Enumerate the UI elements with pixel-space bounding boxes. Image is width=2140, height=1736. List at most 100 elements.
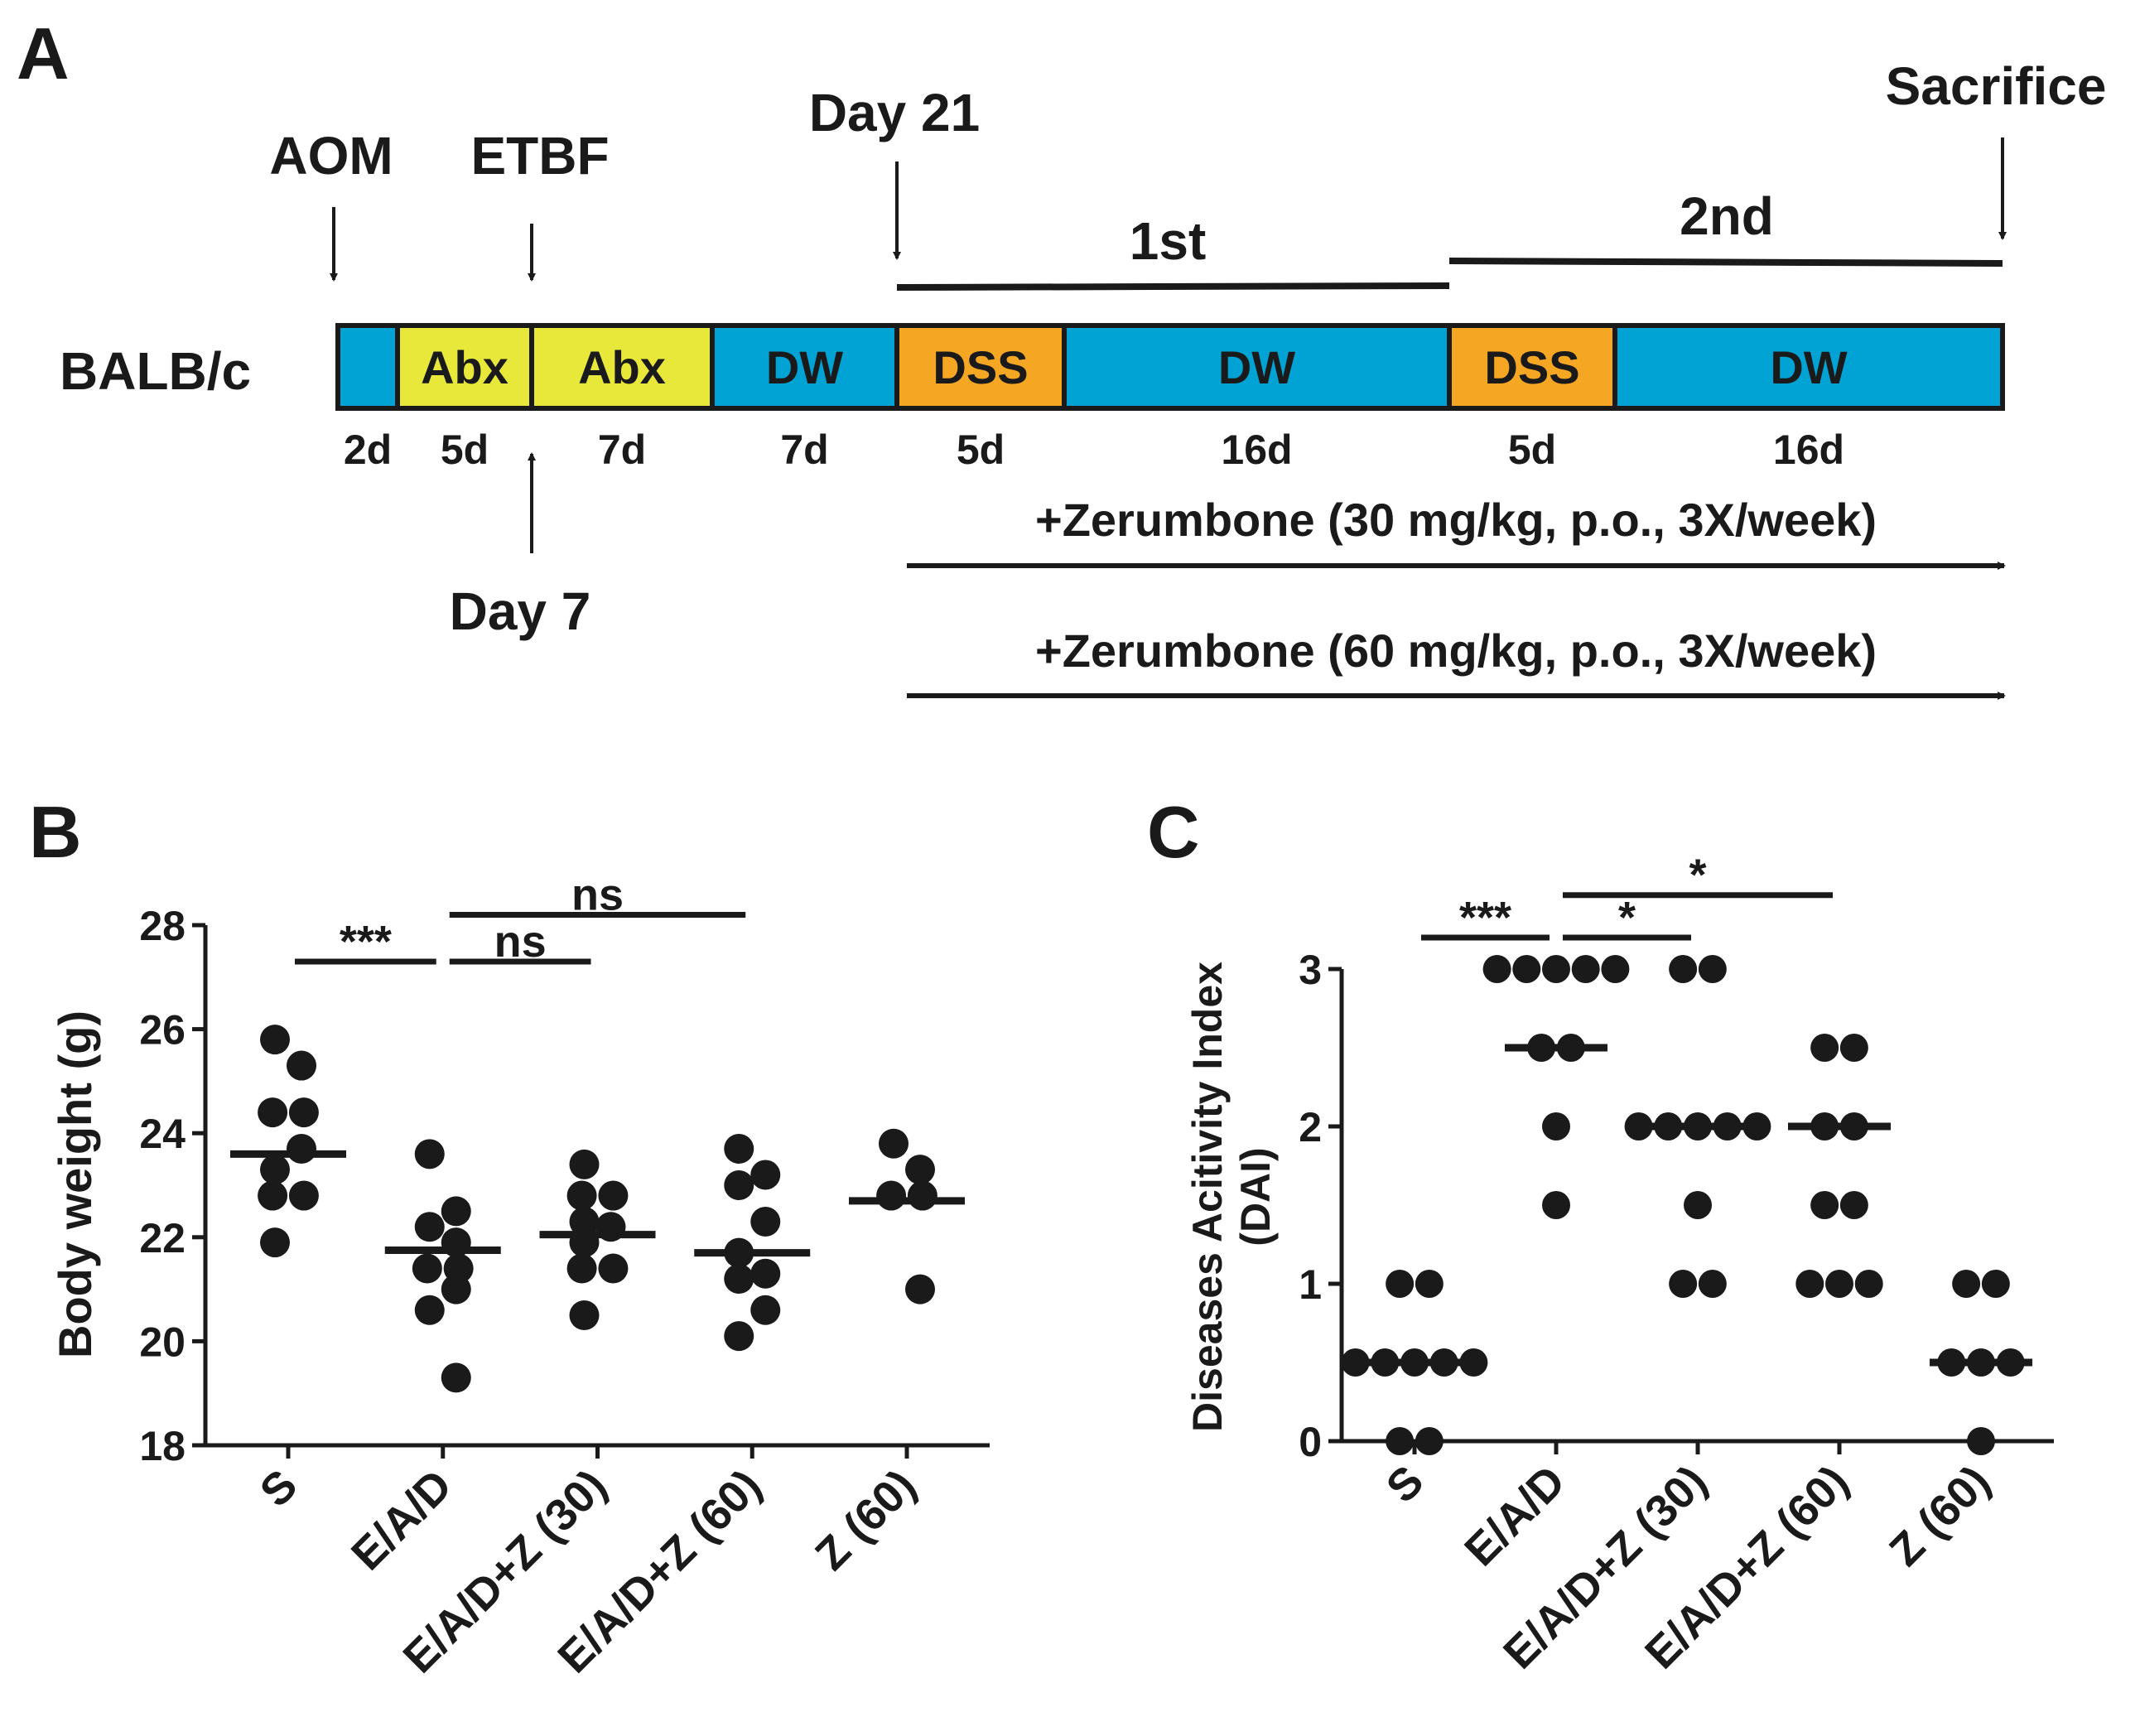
data-point (1742, 1112, 1771, 1140)
data-point (724, 1170, 754, 1200)
data-point (750, 1258, 781, 1289)
data-point (1839, 1191, 1868, 1219)
x-tick-label: S (251, 1460, 307, 1517)
panel-label-c: C (1147, 791, 1200, 873)
data-point (260, 1155, 290, 1185)
data-point (1698, 1270, 1727, 1298)
marker-day7-label: Day 7 (450, 581, 591, 641)
data-point (1415, 1270, 1444, 1298)
data-point (907, 1180, 937, 1211)
significance-label: ns (494, 917, 547, 967)
strain-label: BALB/c (60, 341, 251, 401)
data-point (1512, 955, 1541, 983)
timeline-segment-label: DSS (933, 341, 1028, 393)
data-point (1542, 1191, 1570, 1219)
timeline-segment (1612, 323, 2005, 411)
timeline-duration-label: 5d (1508, 427, 1556, 473)
y-axis-label: Body weight (g) (49, 1010, 101, 1358)
timeline-segment-label: DSS (1484, 341, 1579, 393)
panel-label-a: A (17, 12, 70, 94)
data-point (287, 1050, 316, 1081)
timeline-segment-label: Abx (421, 341, 508, 393)
data-point (1684, 1191, 1712, 1219)
timeline-segment (335, 323, 400, 411)
marker-sacrifice-label: Sacrifice (1886, 56, 2107, 116)
data-point (414, 1212, 445, 1242)
data-point (441, 1362, 471, 1393)
timeline-duration-label: 5d (957, 427, 1005, 473)
cycle-first-bar (896, 282, 1450, 291)
data-point (258, 1180, 288, 1211)
data-point (569, 1149, 600, 1179)
data-point (1571, 955, 1600, 983)
timeline-segment-label: DW (1218, 341, 1295, 393)
data-point (750, 1295, 781, 1325)
data-point (724, 1264, 754, 1295)
data-point (1839, 1034, 1868, 1062)
data-point (1386, 1270, 1415, 1298)
data-point (441, 1196, 471, 1227)
significance-label: ns (571, 870, 624, 919)
data-point (414, 1139, 445, 1169)
significance-label: *** (1459, 893, 1511, 943)
timeline-duration-label: 5d (441, 427, 489, 473)
marker-aom-label: AOM (269, 126, 393, 186)
panel-label-b: B (29, 791, 82, 873)
data-point (724, 1134, 754, 1165)
data-point (1967, 1427, 1995, 1455)
x-tick-label: S (1377, 1456, 1434, 1512)
data-point (1669, 955, 1698, 983)
data-point (1825, 1270, 1853, 1298)
marker-etbf-label: ETBF (470, 126, 609, 186)
y-axis-label-unit: (DAI) (1232, 1147, 1279, 1246)
data-point (287, 1134, 316, 1165)
treatment-30-label: +Zerumbone (30 mg/kg, p.o., 3X/week) (1035, 494, 1877, 546)
data-point (1415, 1427, 1444, 1455)
data-point (1854, 1270, 1883, 1298)
timeline-duration-label: 7d (780, 427, 828, 473)
data-point (566, 1253, 597, 1284)
data-point (1624, 1112, 1653, 1140)
data-point (1542, 955, 1570, 983)
data-point (1386, 1427, 1415, 1455)
data-point (905, 1155, 935, 1185)
x-tick-label: E/A/D (1455, 1456, 1574, 1575)
data-point (288, 1097, 319, 1128)
data-point (412, 1253, 442, 1284)
x-tick-label: E/A/D (342, 1460, 461, 1579)
significance-label: * (1618, 893, 1636, 943)
data-point (1698, 955, 1727, 983)
data-point (1795, 1270, 1824, 1298)
data-point (1601, 955, 1630, 983)
data-point (1810, 1034, 1839, 1062)
data-point (598, 1180, 629, 1211)
data-point (750, 1160, 781, 1190)
y-tick-label: 22 (139, 1215, 186, 1261)
significance-label: *** (340, 917, 392, 967)
data-point (1459, 1348, 1488, 1377)
timeline-duration-label: 2d (344, 427, 392, 473)
data-point (258, 1097, 288, 1128)
y-tick-label: 18 (139, 1423, 186, 1469)
data-point (598, 1253, 629, 1284)
data-point (1952, 1270, 1981, 1298)
data-point (724, 1321, 754, 1352)
data-point (288, 1180, 319, 1211)
data-point (414, 1295, 445, 1325)
y-tick-label: 28 (139, 903, 186, 949)
data-point (260, 1227, 290, 1258)
y-axis-label: Diseases Acitivity Index (1184, 962, 1231, 1432)
y-tick-label: 20 (139, 1319, 186, 1365)
timeline-segment (1062, 323, 1452, 411)
data-point (1482, 955, 1511, 983)
y-tick-label: 0 (1299, 1419, 1322, 1465)
data-point (569, 1300, 600, 1330)
timeline-bar: 2d Abx 5d Abx 7d DW 7d DSS 5d DW 16d DSS 5d DW 16d (335, 323, 2005, 473)
y-tick-label: 2 (1299, 1104, 1322, 1150)
y-tick-label: 24 (139, 1111, 186, 1157)
data-point (260, 1025, 290, 1055)
treatment-60-label: +Zerumbone (60 mg/kg, p.o., 3X/week) (1035, 624, 1877, 677)
y-tick-label: 1 (1299, 1261, 1322, 1308)
